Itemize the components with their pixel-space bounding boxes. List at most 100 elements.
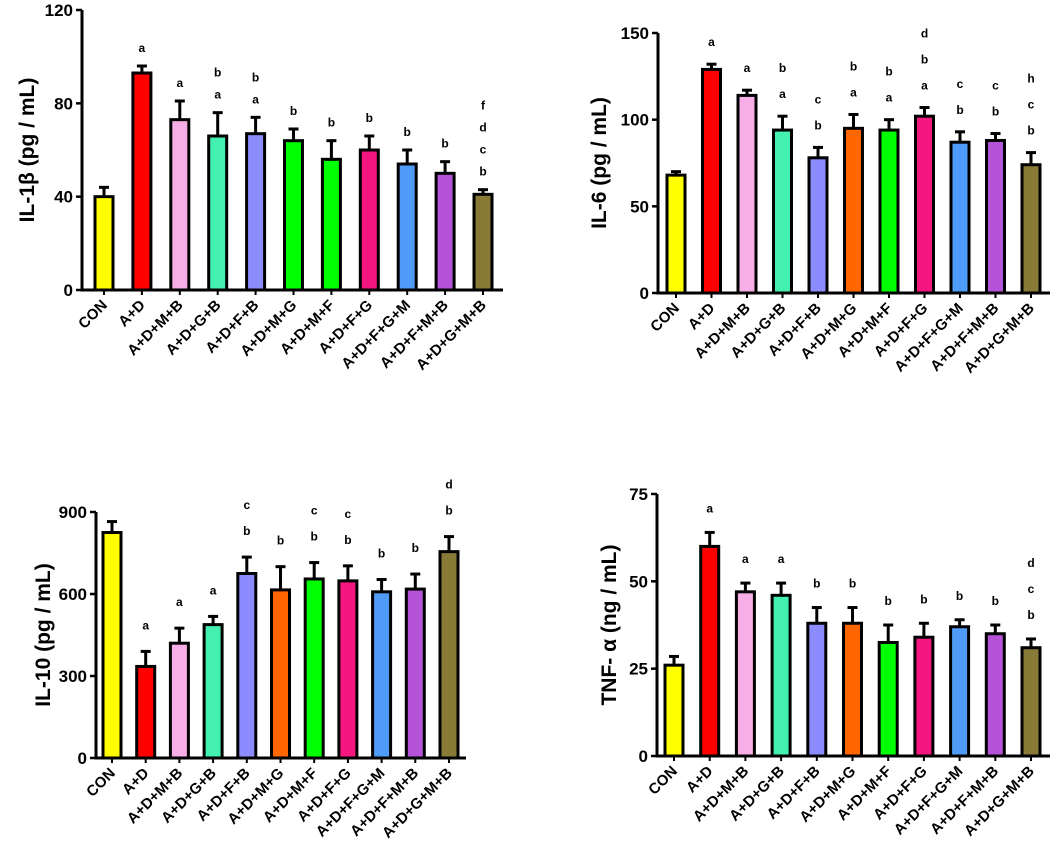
bar — [949, 140, 971, 295]
significance-label: a — [778, 552, 785, 566]
bar — [131, 71, 153, 292]
bar — [202, 623, 224, 760]
significance-label: a — [921, 79, 928, 93]
bar — [843, 126, 864, 295]
significance-label: b — [992, 594, 999, 608]
bar — [1020, 163, 1042, 295]
significance-label: a — [744, 61, 751, 75]
significance-label: b — [311, 530, 318, 544]
bar — [877, 640, 899, 758]
significance-label: c — [311, 504, 318, 518]
bar — [949, 625, 971, 758]
significance-label: d — [921, 27, 928, 41]
significance-label: a — [142, 618, 149, 632]
bar — [770, 593, 792, 758]
significance-label: b — [445, 504, 452, 518]
significance-label: b — [885, 594, 892, 608]
significance-label: f — [481, 99, 486, 113]
y-tick-label: 300 — [59, 667, 87, 686]
y-tick-label: 0 — [64, 281, 73, 300]
y-tick-label: 40 — [54, 188, 73, 207]
bar — [358, 148, 380, 292]
bar — [270, 588, 291, 760]
significance-label: a — [708, 35, 715, 49]
significance-label: d — [445, 478, 452, 492]
bar — [736, 93, 758, 295]
significance-label: b — [921, 53, 928, 67]
significance-label: b — [214, 66, 221, 80]
significance-label: b — [813, 577, 820, 591]
significance-label: c — [957, 77, 964, 91]
y-tick-label: 0 — [639, 747, 648, 766]
chart-panel-1: CONaA+DaA+D+M+BabA+D+G+BabA+D+F+BbA+D+M+… — [16, 1, 503, 374]
significance-label: b — [328, 116, 335, 130]
significance-label: c — [243, 498, 250, 512]
x-tick-label: CON — [75, 297, 111, 333]
significance-label: b — [992, 105, 999, 119]
bar — [806, 621, 828, 758]
significance-label: b — [252, 70, 259, 84]
x-tick-label: CON — [83, 765, 119, 801]
significance-label: b — [1027, 608, 1034, 622]
significance-label: b — [779, 61, 786, 75]
significance-label: b — [412, 541, 419, 555]
significance-label: c — [1028, 582, 1035, 596]
bar — [701, 67, 722, 295]
bar — [842, 621, 863, 758]
bar — [404, 587, 426, 760]
significance-label: a — [176, 76, 183, 90]
significance-label: b — [378, 547, 385, 561]
significance-label: a — [252, 92, 259, 106]
bar — [772, 128, 793, 295]
bar — [665, 173, 687, 295]
x-tick-label: CON — [645, 763, 681, 799]
significance-label: c — [345, 507, 352, 521]
y-tick-label: 25 — [629, 660, 648, 679]
significance-label: a — [850, 85, 857, 99]
significance-label: b — [814, 118, 821, 132]
significance-label: b — [479, 165, 486, 179]
significance-label: c — [992, 79, 999, 93]
bar — [207, 134, 229, 292]
bar — [371, 590, 393, 760]
significance-label: b — [849, 577, 856, 591]
bar — [168, 641, 190, 760]
significance-label: b — [850, 59, 857, 73]
y-tick-label: 0 — [640, 284, 649, 303]
significance-label: h — [1027, 72, 1034, 86]
bar — [913, 635, 935, 758]
bar — [1020, 646, 1042, 758]
significance-label: c — [480, 143, 487, 157]
y-tick-label: 80 — [54, 94, 73, 113]
significance-label: b — [920, 592, 927, 606]
bar — [472, 192, 494, 292]
y-tick-label: 600 — [59, 585, 87, 604]
chart-panel-4: CONaA+DaA+D+M+BaA+D+G+BbA+D+F+BbA+D+M+Gb… — [598, 485, 1050, 840]
y-axis-label: IL-10 (pg / mL) — [32, 563, 55, 707]
chart-panel-2: CONaA+DaA+D+M+BabA+D+G+BbcA+D+F+BabA+D+M… — [588, 24, 1050, 377]
significance-label: b — [885, 65, 892, 79]
significance-label: b — [404, 125, 411, 139]
significance-label: a — [742, 552, 749, 566]
x-tick-label: CON — [647, 300, 683, 336]
significance-label: a — [214, 88, 221, 102]
chart-panel-3: CONaA+DaA+D+M+BaA+D+G+BbcA+D+F+BbA+D+M+G… — [32, 478, 466, 842]
significance-label: c — [1028, 98, 1035, 112]
significance-label: b — [344, 533, 351, 547]
y-tick-label: 100 — [621, 111, 649, 130]
significance-label: a — [706, 501, 713, 515]
bar — [807, 156, 829, 295]
significance-label: d — [1027, 556, 1034, 570]
y-tick-label: 0 — [78, 749, 87, 768]
bar — [878, 128, 900, 295]
y-tick-label: 150 — [621, 24, 649, 43]
bar — [245, 132, 267, 292]
y-axis-label: IL-6 (pg / mL) — [588, 97, 611, 229]
significance-label: b — [956, 589, 963, 603]
y-tick-label: 75 — [629, 485, 648, 504]
significance-label: b — [290, 104, 297, 118]
significance-label: a — [886, 91, 893, 105]
bar — [984, 632, 1006, 758]
significance-label: c — [815, 92, 822, 106]
